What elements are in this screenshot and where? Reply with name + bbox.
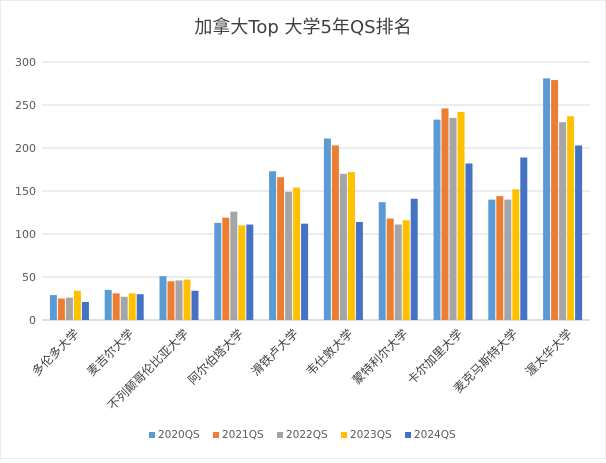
bar-2021QS-4 [277,177,285,320]
legend-label: 2022QS [286,429,328,441]
bar-2023QS-1 [128,293,136,320]
y-tick-label: 100 [15,228,36,241]
bar-2021QS-1 [112,293,120,320]
bar-2020QS-8 [488,199,496,320]
bar-2024QS-1 [136,294,144,320]
bar-2024QS-8 [520,157,528,320]
bar-2023QS-4 [293,187,301,320]
legend-swatch [213,432,219,438]
bar-2021QS-0 [57,298,65,320]
legend-swatch [405,432,411,438]
bar-2022QS-1 [120,296,128,320]
bar-2023QS-2 [183,279,191,320]
bar-2021QS-6 [386,218,394,320]
legend-swatch [149,432,155,438]
y-tick-label: 200 [15,142,36,155]
bar-2022QS-3 [230,211,238,320]
bar-2023QS-0 [73,290,81,320]
bar-2023QS-7 [457,111,465,320]
bar-2022QS-2 [175,280,183,320]
bar-2023QS-5 [347,172,355,320]
bar-2022QS-0 [65,297,73,320]
bar-2022QS-7 [449,117,457,321]
legend-swatch [277,432,283,438]
bar-2024QS-2 [191,290,199,320]
bar-2024QS-6 [410,198,418,320]
bar-2021QS-8 [496,196,504,320]
bar-2022QS-6 [394,224,402,320]
bar-2021QS-7 [441,108,449,320]
bars [49,78,583,321]
bar-2024QS-9 [575,145,583,320]
bar-2020QS-2 [159,276,167,320]
y-tick-label: 0 [29,314,36,327]
bar-2020QS-6 [378,202,386,320]
bar-2020QS-0 [49,295,57,320]
bar-2023QS-6 [402,220,410,320]
bar-2020QS-1 [104,289,112,320]
chart-title: 加拿大Top 大学5年QS排名 [194,16,411,38]
legend-swatch [341,432,347,438]
y-tick-label: 50 [22,271,36,284]
legend-label: 2020QS [158,429,200,441]
legend: 2020QS 2021QS 2022QS 2023QS 2024QS [149,429,456,441]
legend-label: 2024QS [414,429,456,441]
bar-2024QS-5 [355,221,363,320]
bar-2020QS-4 [269,171,277,320]
bar-2024QS-3 [246,224,254,320]
bar-2022QS-5 [339,173,347,320]
bar-2020QS-3 [214,222,222,320]
y-tick-label: 150 [15,185,36,198]
bar-2022QS-8 [504,199,512,320]
legend-label: 2021QS [222,429,264,441]
bar-2021QS-2 [167,281,175,320]
bar-2021QS-3 [222,217,230,320]
bar-2024QS-4 [301,223,309,320]
bar-2020QS-7 [433,119,441,321]
bar-2024QS-7 [465,163,473,320]
bar-2023QS-9 [567,116,575,321]
bar-2023QS-3 [238,225,246,320]
bar-2021QS-9 [551,80,559,320]
y-tick-label: 300 [15,56,36,69]
bar-2020QS-5 [323,138,331,320]
y-tick-label: 250 [15,99,36,112]
bar-2023QS-8 [512,189,520,320]
bar-2022QS-9 [559,122,567,320]
bar-2021QS-5 [331,145,339,320]
bar-2024QS-0 [81,301,89,320]
axes: 0 50 100 150 200 250 300 [15,56,36,327]
bar-2020QS-9 [543,78,551,320]
bar-2022QS-4 [285,191,293,320]
legend-label: 2023QS [350,429,392,441]
